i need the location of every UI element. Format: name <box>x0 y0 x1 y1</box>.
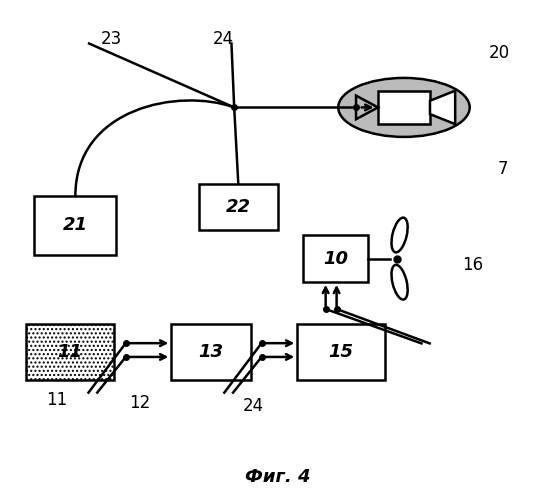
Bar <box>198 184 278 230</box>
Text: 15: 15 <box>329 343 354 361</box>
Text: 22: 22 <box>226 198 251 216</box>
Text: 11: 11 <box>46 391 67 409</box>
Text: Фиг. 4: Фиг. 4 <box>245 468 311 486</box>
Bar <box>34 196 116 255</box>
Text: 21: 21 <box>63 216 88 234</box>
Bar <box>297 324 385 380</box>
Text: 24: 24 <box>213 30 234 48</box>
Bar <box>302 235 369 282</box>
Text: 20: 20 <box>489 44 510 62</box>
Ellipse shape <box>338 78 470 137</box>
Bar <box>171 324 251 380</box>
Text: 16: 16 <box>462 256 483 274</box>
Polygon shape <box>356 96 378 119</box>
Text: 23: 23 <box>100 30 122 48</box>
Ellipse shape <box>391 265 408 300</box>
Bar <box>26 324 113 380</box>
Bar <box>26 324 113 380</box>
Text: 10: 10 <box>323 250 348 268</box>
Text: 13: 13 <box>198 343 224 361</box>
Bar <box>378 90 430 124</box>
Polygon shape <box>430 90 455 124</box>
Ellipse shape <box>391 218 408 252</box>
Text: 7: 7 <box>497 160 508 178</box>
Text: 11: 11 <box>57 343 82 361</box>
Text: 24: 24 <box>243 397 264 415</box>
Text: 12: 12 <box>130 394 151 412</box>
